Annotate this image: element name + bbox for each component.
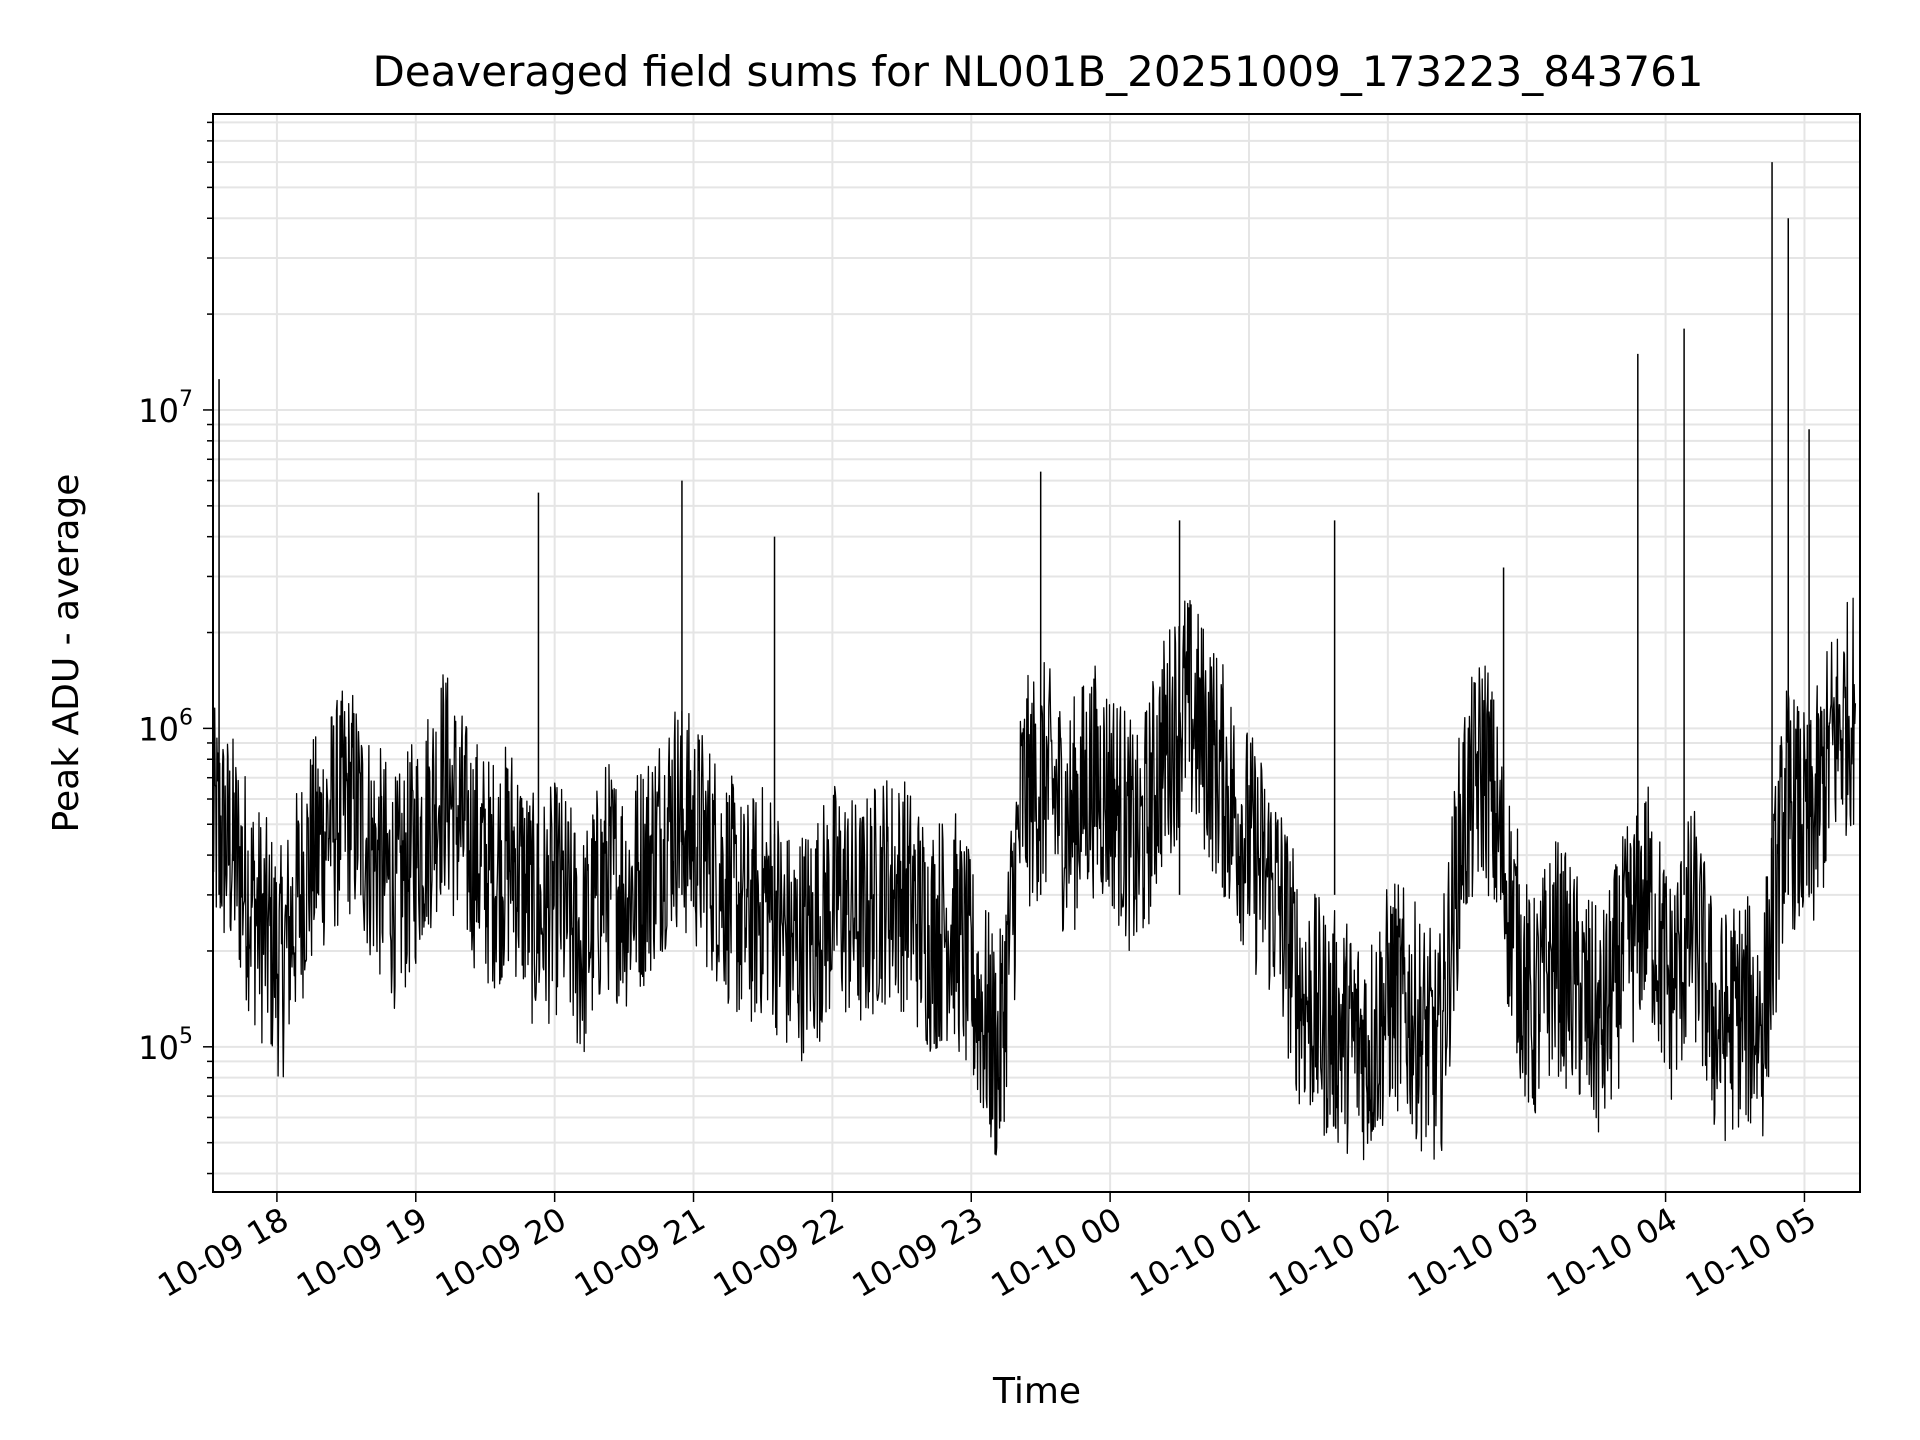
x-axis-label: Time <box>992 1371 1081 1412</box>
series-line <box>212 597 1857 1161</box>
plot-frame <box>212 113 1861 1193</box>
data-series <box>212 162 1857 1161</box>
chart-title: Deaveraged field sums for NL001B_2025100… <box>372 47 1703 96</box>
y-axis-label: Peak ADU - average <box>46 474 87 833</box>
